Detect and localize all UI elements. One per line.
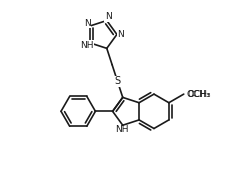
Text: OCH₃: OCH₃ bbox=[186, 90, 209, 99]
Text: NH: NH bbox=[114, 125, 128, 134]
Text: N: N bbox=[84, 19, 90, 28]
Text: OCH₃: OCH₃ bbox=[186, 90, 210, 99]
Text: S: S bbox=[114, 76, 120, 86]
Text: NH: NH bbox=[80, 41, 94, 50]
Text: N: N bbox=[117, 30, 124, 39]
Text: N: N bbox=[104, 12, 111, 21]
